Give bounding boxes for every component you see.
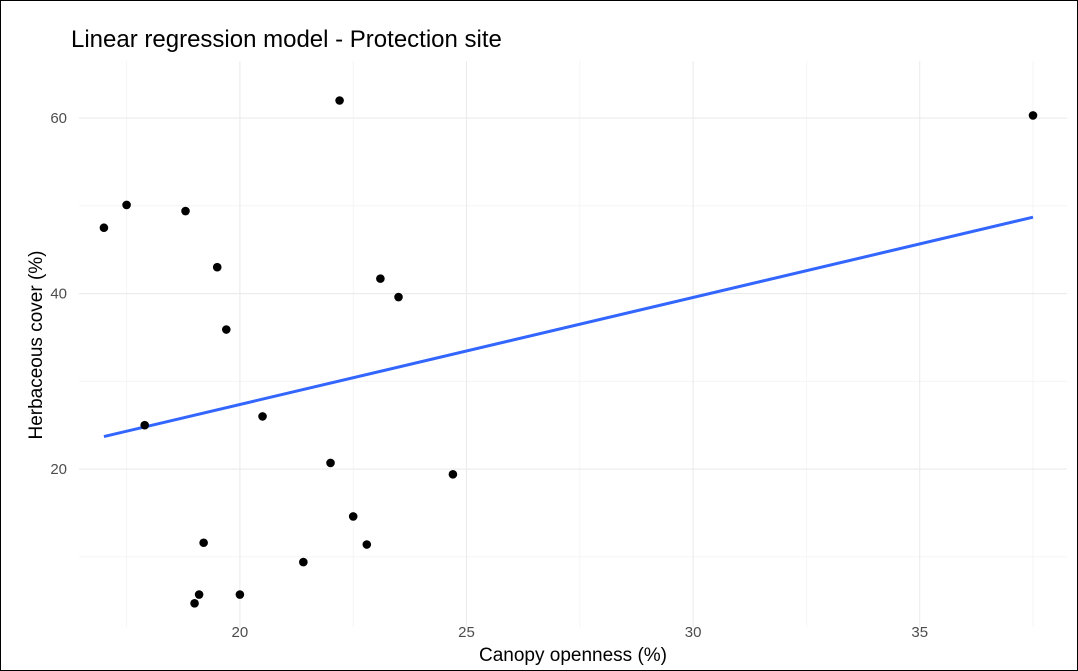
data-point bbox=[335, 96, 344, 105]
regression-line-group bbox=[103, 215, 1034, 439]
data-point bbox=[299, 557, 308, 567]
x-tick-label: 30 bbox=[685, 624, 702, 641]
data-point bbox=[190, 599, 199, 608]
data-point bbox=[326, 458, 335, 468]
regression-line bbox=[103, 215, 1034, 439]
y-tick-label: 40 bbox=[50, 286, 67, 303]
data-point bbox=[376, 274, 385, 283]
data-point bbox=[99, 223, 109, 233]
data-point bbox=[348, 512, 358, 521]
data-point bbox=[212, 262, 222, 272]
data-point bbox=[448, 470, 458, 479]
data-point bbox=[181, 206, 190, 216]
grid-lines bbox=[79, 61, 1067, 627]
data-point bbox=[194, 590, 204, 599]
data-point bbox=[362, 540, 372, 549]
x-tick-label: 20 bbox=[232, 624, 249, 641]
data-point bbox=[199, 538, 208, 548]
x-tick-label: 25 bbox=[458, 624, 475, 641]
y-axis-title: Herbaceous cover (%) bbox=[26, 250, 47, 439]
data-point bbox=[258, 412, 267, 421]
data-point bbox=[235, 590, 245, 599]
x-axis-title: Canopy openness (%) bbox=[479, 645, 667, 666]
y-tick-label: 20 bbox=[50, 461, 67, 478]
data-point bbox=[140, 420, 150, 430]
data-point bbox=[122, 200, 131, 210]
data-point bbox=[394, 292, 403, 302]
data-points bbox=[99, 96, 1038, 608]
chart-title: Linear regression model - Protection sit… bbox=[71, 26, 502, 53]
data-point bbox=[221, 325, 231, 334]
y-tick-label: 60 bbox=[50, 110, 67, 127]
x-tick-label: 35 bbox=[911, 624, 928, 641]
tick-labels: 20 25 30 35 20 40 60 bbox=[50, 110, 928, 641]
data-point bbox=[1028, 111, 1038, 120]
